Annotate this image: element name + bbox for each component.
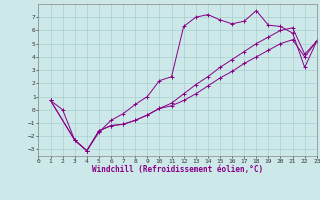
- X-axis label: Windchill (Refroidissement éolien,°C): Windchill (Refroidissement éolien,°C): [92, 165, 263, 174]
